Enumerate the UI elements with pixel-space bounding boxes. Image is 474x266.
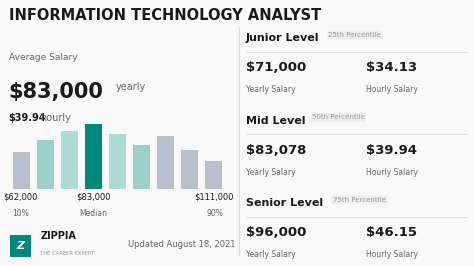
Text: $62,000: $62,000: [3, 193, 38, 202]
Bar: [181, 150, 198, 189]
Bar: [85, 124, 102, 189]
Text: $83,000: $83,000: [76, 193, 110, 202]
Text: Yearly Salary: Yearly Salary: [246, 168, 295, 177]
Text: $83,000: $83,000: [9, 82, 103, 102]
Text: 75th Percentile: 75th Percentile: [333, 197, 386, 203]
Text: Senior Level: Senior Level: [246, 198, 323, 208]
Text: $71,000: $71,000: [246, 61, 306, 74]
Text: ZIPPIA: ZIPPIA: [40, 231, 76, 241]
Text: Mid Level: Mid Level: [246, 116, 305, 126]
Bar: [13, 152, 30, 189]
Text: Junior Level: Junior Level: [246, 33, 319, 43]
Text: $46.15: $46.15: [366, 226, 418, 239]
Text: Median: Median: [79, 209, 107, 218]
Text: 90%: 90%: [206, 209, 223, 218]
Text: Average Salary: Average Salary: [9, 53, 77, 62]
Bar: [37, 140, 55, 189]
Text: INFORMATION TECHNOLOGY ANALYST: INFORMATION TECHNOLOGY ANALYST: [9, 8, 321, 23]
Text: $39.94: $39.94: [366, 144, 418, 157]
Text: THE CAREER EXPERT: THE CAREER EXPERT: [40, 251, 95, 256]
Text: 10%: 10%: [12, 209, 29, 218]
Text: yearly: yearly: [116, 82, 146, 93]
Text: $34.13: $34.13: [366, 61, 418, 74]
Text: 50th Percentile: 50th Percentile: [312, 114, 365, 120]
Text: Updated August 18, 2021: Updated August 18, 2021: [128, 240, 236, 249]
Bar: [133, 145, 150, 189]
Text: $39.94: $39.94: [9, 113, 46, 123]
Text: hourly: hourly: [40, 113, 71, 123]
Text: $111,000: $111,000: [195, 193, 234, 202]
Bar: [205, 161, 222, 189]
Bar: [61, 131, 78, 189]
Text: Z: Z: [16, 241, 25, 251]
Text: $83,078: $83,078: [246, 144, 306, 157]
FancyBboxPatch shape: [9, 235, 31, 257]
Bar: [157, 136, 174, 189]
Text: Hourly Salary: Hourly Salary: [366, 168, 418, 177]
Text: Yearly Salary: Yearly Salary: [246, 85, 295, 94]
Bar: [109, 134, 126, 189]
Text: $96,000: $96,000: [246, 226, 306, 239]
Text: Yearly Salary: Yearly Salary: [246, 250, 295, 259]
Text: 25th Percentile: 25th Percentile: [328, 32, 381, 38]
Text: Hourly Salary: Hourly Salary: [366, 85, 418, 94]
Text: Hourly Salary: Hourly Salary: [366, 250, 418, 259]
